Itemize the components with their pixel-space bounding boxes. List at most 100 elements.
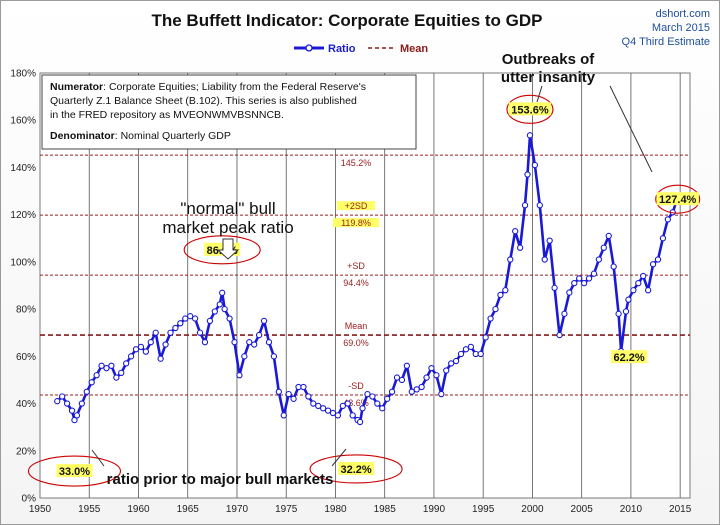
date-label: March 2015 — [652, 22, 710, 34]
ratio-data-point — [438, 390, 445, 398]
x-tick-label: 2010 — [620, 504, 643, 515]
ratio-data-point — [324, 407, 332, 414]
ratio-data-point — [182, 315, 189, 322]
ratio-data-point — [369, 393, 376, 400]
callout-value-label: 127.4% — [659, 194, 697, 206]
ratio-data-point — [54, 398, 61, 405]
callout-badge — [656, 192, 699, 206]
ratio-data-point — [571, 279, 578, 287]
x-tick-label: 1960 — [127, 504, 150, 515]
note-numerator-line2: Quarterly Z.1 Balance Sheet (B.102). Thi… — [50, 95, 357, 107]
ratio-data-point — [275, 388, 282, 395]
ratio-data-point — [226, 315, 233, 322]
y-tick-label: 140% — [10, 163, 36, 174]
ratio-series — [54, 132, 681, 426]
ratio-data-point — [251, 341, 258, 348]
callout-badge — [56, 464, 93, 478]
prior-pointer-right — [331, 448, 347, 467]
legend-mean-label: Mean — [400, 43, 428, 55]
ratio-data-point — [595, 256, 603, 263]
note-numerator-line3: in the FRED repository as MVEONWMVBSNNCB… — [50, 109, 284, 121]
callout-ellipse — [183, 235, 261, 265]
ratio-data-point — [285, 390, 292, 398]
x-tick-label: 1950 — [29, 504, 52, 515]
ratio-data-point — [659, 235, 667, 242]
ratio-data-point — [630, 287, 637, 294]
x-axis-tick-labels: 1950 1955 1960 1965 1970 1975 1980 1985 1990 1995… — [29, 504, 692, 515]
ref-label-top: +2SD — [345, 201, 368, 211]
source-label: dshort.com — [656, 8, 710, 20]
ratio-data-point — [502, 287, 509, 294]
callout-value-label: 62.2% — [613, 352, 644, 364]
ratio-data-point — [374, 400, 381, 407]
callout-badge — [338, 461, 375, 475]
ratio-data-point — [580, 279, 588, 287]
ratio-data-point — [492, 305, 499, 313]
ratio-data-point — [71, 416, 78, 424]
ratio-data-point — [78, 400, 86, 407]
callout-ellipse — [655, 184, 701, 214]
ratio-data-point — [443, 367, 450, 374]
x-tick-label: 1980 — [324, 504, 347, 515]
ratio-data-point — [379, 405, 386, 412]
insanity-pointer-peak — [536, 85, 543, 103]
x-tick-label: 2015 — [669, 504, 692, 515]
callout-badge — [611, 350, 648, 364]
callout-badge — [508, 102, 552, 116]
ratio-data-point — [172, 324, 179, 332]
ratio-data-point — [622, 308, 630, 315]
ratio-data-point — [467, 343, 475, 351]
ratio-data-point — [73, 412, 81, 419]
ratio-data-point — [526, 132, 534, 139]
ratio-data-point — [551, 284, 558, 292]
ratio-data-point — [462, 346, 470, 353]
ratio-data-point — [541, 256, 548, 263]
ratio-data-point — [487, 315, 494, 322]
note-denominator-text: : Nominal Quarterly GDP — [115, 130, 231, 142]
ref-label-value: 145.2% — [341, 158, 372, 168]
ratio-data-point — [418, 383, 425, 391]
legend-ratio-marker — [305, 44, 313, 52]
annotation-insanity: Outbreaks of utter insanity — [501, 51, 653, 173]
callout-value-label: 153.6% — [511, 104, 549, 116]
ratio-data-point — [403, 362, 411, 369]
ratio-data-point — [152, 329, 159, 336]
chart-title: The Buffett Indicator: Corporate Equitie… — [151, 11, 542, 30]
y-tick-label: 60% — [16, 352, 36, 363]
ratio-data-point — [654, 256, 662, 263]
ratio-data-point — [576, 275, 583, 282]
annotation-insanity-line1: Outbreaks of — [502, 51, 596, 68]
y-tick-label: 120% — [10, 210, 36, 221]
ratio-data-point — [265, 339, 273, 346]
ref-label-top: +SD — [347, 261, 365, 271]
ref-label-value: 119.8% — [341, 218, 371, 228]
legend-ratio-label: Ratio — [328, 43, 356, 55]
ratio-data-point — [359, 405, 366, 412]
legend: Ratio Mean — [294, 43, 428, 55]
note-numerator-text: : Corporate Equities; Liability from the… — [103, 81, 366, 93]
ratio-data-point — [605, 232, 612, 240]
note-box: Numerator: Corporate Equities; Liability… — [41, 74, 417, 150]
ratio-data-point — [664, 216, 671, 223]
ratio-data-point — [300, 383, 307, 391]
ratio-data-point — [393, 374, 401, 381]
annotation-prior-text: ratio prior to major bull markets — [107, 471, 334, 488]
ratio-data-point — [556, 331, 563, 339]
ratio-data-point — [167, 329, 174, 336]
ratio-data-point — [132, 346, 140, 353]
ratio-data-point — [68, 407, 76, 414]
x-tick-label: 1970 — [226, 504, 249, 515]
ratio-data-point — [236, 372, 243, 379]
ratio-data-point — [640, 272, 647, 280]
ref-label-value: 94.4% — [343, 278, 369, 288]
ratio-data-point — [388, 388, 396, 395]
ratio-data-point — [649, 261, 657, 268]
y-tick-label: 100% — [10, 257, 36, 268]
ratio-data-point — [356, 418, 364, 426]
ratio-data-point — [339, 402, 346, 410]
ratio-data-point — [196, 329, 204, 336]
ratio-data-point — [334, 412, 342, 419]
y-axis-tick-labels: 0% 20% 40% 60% 80% 100% 120% 140% 160% 180% — [10, 69, 36, 505]
ratio-data-point — [349, 412, 356, 419]
